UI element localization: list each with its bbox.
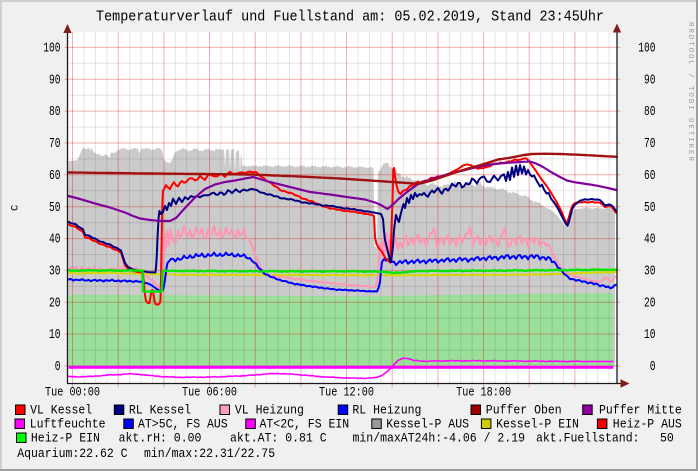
svg-text:akt.rH: 0.00: akt.rH: 0.00 [119, 432, 202, 446]
svg-text:100: 100 [43, 41, 60, 57]
svg-text:50: 50 [644, 200, 656, 216]
svg-text:10: 10 [49, 327, 61, 343]
svg-text:70: 70 [49, 136, 61, 152]
svg-text:Tue 18:00: Tue 18:00 [456, 386, 511, 400]
svg-text:RL Heizung: RL Heizung [352, 404, 421, 418]
svg-text:akt.AT: 0.81 C: akt.AT: 0.81 C [230, 432, 327, 446]
svg-text:40: 40 [644, 232, 656, 248]
svg-text:AT<2C, FS EIN: AT<2C, FS EIN [260, 418, 350, 432]
svg-text:0: 0 [55, 359, 61, 375]
svg-text:Heiz-P AUS: Heiz-P AUS [613, 418, 682, 432]
svg-text:RL Kessel: RL Kessel [129, 404, 191, 418]
svg-text:60: 60 [644, 168, 656, 184]
svg-text:min/max:22.31/22.75: min/max:22.31/22.75 [144, 447, 275, 461]
svg-text:0: 0 [650, 359, 656, 375]
svg-text:Luftfeuchte: Luftfeuchte [30, 418, 106, 432]
svg-text:akt.Fuellstand:: akt.Fuellstand: [536, 432, 640, 446]
svg-text:VL Kessel: VL Kessel [30, 404, 92, 418]
svg-text:30: 30 [49, 264, 61, 280]
svg-text:Temperaturverlauf und Fuellsta: Temperaturverlauf und Fuellstand am: 05.… [96, 9, 604, 26]
svg-text:Aquarium:22.62 C: Aquarium:22.62 C [17, 447, 127, 461]
svg-text:30: 30 [644, 264, 656, 280]
svg-text:40: 40 [49, 232, 61, 248]
svg-text:10: 10 [644, 327, 656, 343]
svg-text:Puffer Mitte: Puffer Mitte [599, 404, 682, 418]
svg-text:min/maxAT24h:-4.06 / 2.19: min/maxAT24h:-4.06 / 2.19 [353, 432, 526, 446]
svg-text:Kessel-P EIN: Kessel-P EIN [496, 418, 579, 432]
svg-text:80: 80 [49, 104, 61, 120]
svg-text:RRDTOOL / TOBI OETIKER: RRDTOOL / TOBI OETIKER [686, 22, 694, 163]
svg-text:80: 80 [644, 104, 656, 120]
svg-text:VL Heizung: VL Heizung [235, 404, 304, 418]
svg-text:100: 100 [638, 41, 655, 57]
svg-text:20: 20 [644, 295, 656, 311]
svg-text:70: 70 [644, 136, 656, 152]
svg-text:Tue 06:00: Tue 06:00 [182, 386, 237, 400]
svg-text:90: 90 [644, 72, 656, 88]
svg-text:AT>5C, FS AUS: AT>5C, FS AUS [138, 418, 228, 432]
svg-text:60: 60 [49, 168, 61, 184]
svg-text:50: 50 [660, 432, 674, 446]
svg-text:Kessel-P AUS: Kessel-P AUS [386, 418, 469, 432]
svg-text:Tue 12:00: Tue 12:00 [319, 386, 374, 400]
svg-text:C: C [10, 205, 22, 211]
svg-text:Tue 00:00: Tue 00:00 [45, 386, 100, 400]
svg-text:50: 50 [49, 200, 61, 216]
svg-text:90: 90 [49, 72, 61, 88]
svg-text:Heiz-P EIN: Heiz-P EIN [31, 432, 100, 446]
svg-text:20: 20 [49, 295, 61, 311]
svg-text:Puffer Oben: Puffer Oben [486, 404, 562, 418]
